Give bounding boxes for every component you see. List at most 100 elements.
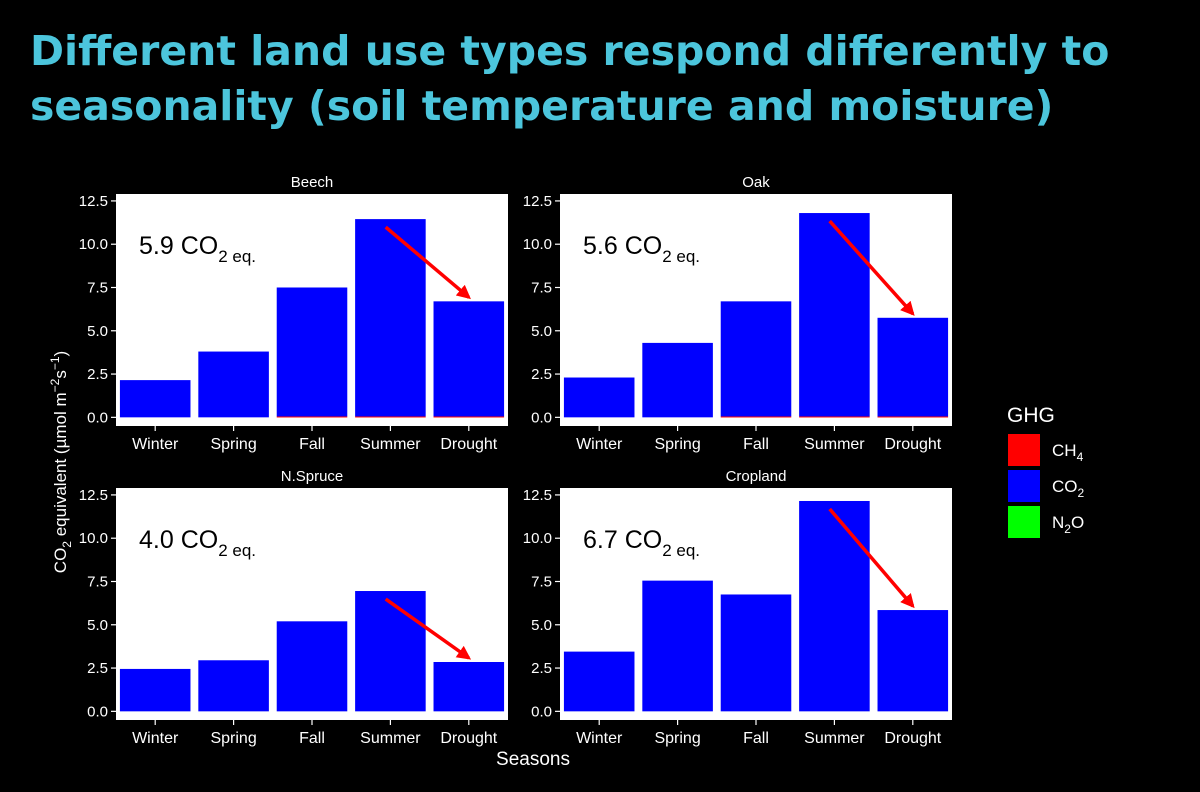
panel-title: Beech bbox=[291, 174, 334, 191]
y-tick-label: 5.0 bbox=[87, 323, 108, 340]
legend-label-base: N bbox=[1052, 513, 1064, 532]
bar-beech-fall-co2 bbox=[276, 287, 348, 417]
legend-label-base: CO bbox=[1052, 477, 1078, 496]
y-tick-label: 7.5 bbox=[87, 279, 108, 296]
x-tick-label: Spring bbox=[210, 436, 256, 453]
y-tick-label: 7.5 bbox=[87, 573, 108, 590]
annotation-unit: 2 eq. bbox=[662, 541, 700, 560]
bar-beech-winter-co2 bbox=[119, 380, 191, 418]
legend-label: N2O bbox=[1052, 513, 1084, 536]
bar-n-spruce-summer-co2 bbox=[355, 591, 426, 712]
bar-cropland-spring-co2 bbox=[642, 580, 713, 712]
panel-title: Cropland bbox=[726, 468, 787, 485]
y-tick-label: 5.0 bbox=[531, 323, 552, 340]
y-tick-label: 0.0 bbox=[531, 409, 552, 426]
y-tick-label: 5.0 bbox=[531, 617, 552, 634]
legend-label-sub: 2 bbox=[1064, 522, 1071, 536]
y-tick-label: 0.0 bbox=[87, 703, 108, 720]
legend-swatch-co2 bbox=[1008, 470, 1040, 502]
bar-oak-summer-ch4 bbox=[799, 416, 870, 418]
bar-beech-fall-ch4 bbox=[276, 416, 348, 418]
legend-label: CH4 bbox=[1052, 441, 1084, 464]
panel-annotation: 5.9 CO2 eq. bbox=[139, 232, 256, 266]
x-tick-label: Winter bbox=[132, 436, 179, 453]
x-tick-label: Drought bbox=[440, 436, 497, 453]
y-tick-label: 0.0 bbox=[87, 409, 108, 426]
x-tick-label: Winter bbox=[576, 436, 623, 453]
bar-n-spruce-drought-co2 bbox=[433, 662, 505, 712]
y-tick-label: 7.5 bbox=[531, 573, 552, 590]
y-axis-label-part: 2 bbox=[60, 541, 74, 548]
x-tick-label: Drought bbox=[884, 436, 941, 453]
panel-annotation: 4.0 CO2 eq. bbox=[139, 526, 256, 560]
annotation-unit: 2 eq. bbox=[218, 541, 256, 560]
y-axis-label: CO2 equivalent (µmol m−2s−1) bbox=[48, 351, 74, 573]
panel-cropland: Cropland 0.0 2.5 5.0 7.5 10.0 12.5 Winter Spring… bbox=[523, 468, 952, 747]
y-tick-label: 10.0 bbox=[523, 530, 552, 547]
bar-oak-drought-ch4 bbox=[877, 416, 949, 418]
legend-label: CO2 bbox=[1052, 477, 1085, 500]
bar-n-spruce-fall-co2 bbox=[276, 621, 348, 712]
x-tick-label: Winter bbox=[132, 730, 179, 747]
x-tick-label: Drought bbox=[884, 730, 941, 747]
x-tick-label: Fall bbox=[299, 436, 325, 453]
x-tick-label: Summer bbox=[360, 436, 421, 453]
x-tick-label: Drought bbox=[440, 730, 497, 747]
x-tick-label: Spring bbox=[654, 436, 700, 453]
bar-oak-winter-co2 bbox=[563, 377, 635, 418]
x-tick-label: Winter bbox=[576, 730, 623, 747]
panel-title: Oak bbox=[742, 174, 770, 191]
legend-label-tail: O bbox=[1071, 513, 1084, 532]
y-tick-label: 10.0 bbox=[79, 236, 108, 253]
legend-title: GHG bbox=[1007, 404, 1055, 427]
panel-annotation: 6.7 CO2 eq. bbox=[583, 526, 700, 560]
bar-n-spruce-spring-co2 bbox=[198, 660, 269, 712]
trend-arrow bbox=[828, 219, 915, 316]
bar-oak-spring-co2 bbox=[642, 342, 713, 418]
x-tick-label: Summer bbox=[360, 730, 421, 747]
annotation-value: 5.6 CO bbox=[583, 232, 662, 260]
y-tick-label: 12.5 bbox=[523, 487, 552, 504]
bar-oak-fall-ch4 bbox=[720, 416, 792, 418]
x-tick-label: Fall bbox=[743, 730, 769, 747]
annotation-unit: 2 eq. bbox=[218, 247, 256, 266]
x-tick-label: Spring bbox=[654, 730, 700, 747]
bar-beech-drought-ch4 bbox=[433, 416, 505, 418]
x-tick-label: Spring bbox=[210, 730, 256, 747]
y-axis-label-part: equivalent (µmol m bbox=[51, 392, 70, 541]
bar-oak-drought-co2 bbox=[877, 317, 949, 417]
trend-arrow bbox=[384, 597, 472, 660]
y-tick-label: 0.0 bbox=[531, 703, 552, 720]
panel-beech: Beech 0.0 2.5 5.0 7.5 10.0 12.5 Winter Spring Fal… bbox=[79, 174, 508, 453]
bar-oak-summer-co2 bbox=[799, 213, 870, 417]
trend-arrow bbox=[384, 225, 471, 300]
y-tick-label: 10.0 bbox=[79, 530, 108, 547]
x-axis-label: Seasons bbox=[496, 749, 570, 770]
y-tick-label: 10.0 bbox=[523, 236, 552, 253]
panel-oak: Oak 0.0 2.5 5.0 7.5 10.0 12.5 Winter Spring Fall S… bbox=[523, 174, 952, 453]
y-axis-label-part: −1 bbox=[48, 356, 62, 370]
panel-n-spruce: N.Spruce 0.0 2.5 5.0 7.5 10.0 12.5 Winter Spring… bbox=[79, 468, 508, 747]
annotation-value: 5.9 CO bbox=[139, 232, 218, 260]
legend-swatch-n2o bbox=[1008, 506, 1040, 538]
y-axis-label-part: ) bbox=[51, 351, 70, 357]
legend-label-sub: 4 bbox=[1077, 450, 1084, 464]
y-tick-label: 2.5 bbox=[531, 366, 552, 383]
y-tick-label: 12.5 bbox=[79, 487, 108, 504]
panel-title: N.Spruce bbox=[281, 468, 344, 485]
x-tick-label: Summer bbox=[804, 730, 865, 747]
y-tick-label: 5.0 bbox=[87, 617, 108, 634]
bar-cropland-summer-co2 bbox=[799, 500, 870, 712]
bar-beech-summer-co2 bbox=[355, 219, 426, 417]
annotation-unit: 2 eq. bbox=[662, 247, 700, 266]
x-tick-label: Summer bbox=[804, 436, 865, 453]
y-axis-label-part: CO bbox=[51, 548, 70, 574]
bar-oak-fall-co2 bbox=[720, 301, 792, 417]
trend-arrow bbox=[828, 507, 915, 609]
x-tick-label: Fall bbox=[743, 436, 769, 453]
annotation-value: 6.7 CO bbox=[583, 526, 662, 554]
panel-annotation: 5.6 CO2 eq. bbox=[583, 232, 700, 266]
y-tick-label: 2.5 bbox=[531, 660, 552, 677]
